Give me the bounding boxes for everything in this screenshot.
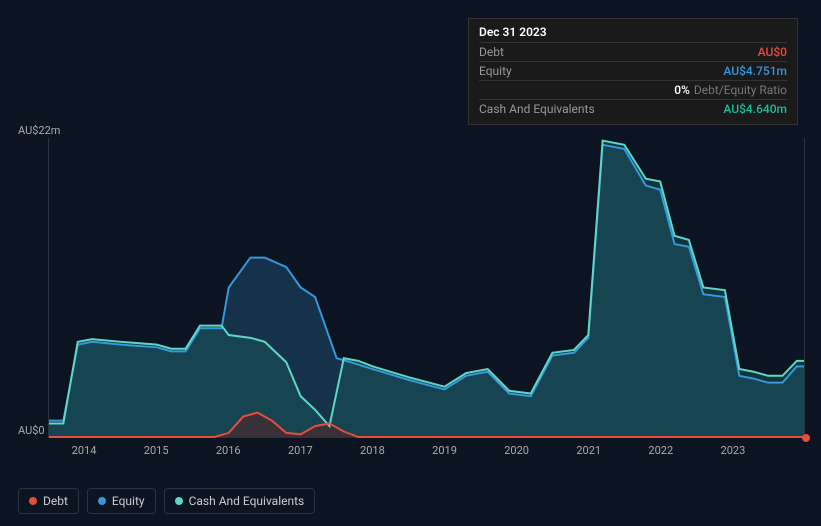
tooltip-row-label: Equity (479, 64, 512, 78)
tooltip-row-value: AU$4.751m (723, 64, 787, 78)
tooltip-row: Cash And Equivalents AU$4.640m (479, 99, 787, 118)
tooltip-row-value-wrap: AU$0 (758, 45, 787, 59)
x-axis-tick: 2018 (360, 444, 385, 457)
legend-label: Cash And Equivalents (189, 494, 305, 508)
y-axis-min-label: AU$0 (18, 424, 45, 437)
x-axis-tick: 2021 (576, 444, 601, 457)
x-axis-tick: 2019 (432, 444, 457, 457)
y-axis-max-label: AU$22m (18, 124, 60, 137)
tooltip-row-value-wrap: 0% Debt/Equity Ratio (674, 83, 787, 97)
legend-dot-icon (175, 497, 183, 505)
tooltip-row-value: AU$0 (758, 45, 787, 59)
tooltip-row-sublabel: Debt/Equity Ratio (694, 83, 787, 97)
tooltip-row-label: Debt (479, 45, 504, 59)
x-axis-tick: 2015 (144, 444, 169, 457)
legend-dot-icon (98, 497, 106, 505)
tooltip-row: 0% Debt/Equity Ratio (479, 80, 787, 99)
legend-item[interactable]: Equity (87, 488, 156, 514)
tooltip-row: Debt AU$0 (479, 42, 787, 61)
x-axis-tick: 2020 (504, 444, 529, 457)
legend-dot-icon (29, 497, 37, 505)
tooltip-row-value: AU$4.640m (723, 102, 787, 116)
data-tooltip: Dec 31 2023 Debt AU$0 Equity AU$4.751m 0% Deb… (468, 18, 798, 125)
x-axis-tick: 2014 (72, 444, 97, 457)
chart-legend: Debt Equity Cash And Equivalents (18, 488, 315, 514)
chart-area: AU$22m AU$0 2014 2015 2016 2017 2018 2019 2020… (18, 124, 805, 469)
tooltip-row: Equity AU$4.751m (479, 61, 787, 80)
legend-label: Debt (43, 494, 68, 508)
x-axis-tick: 2023 (721, 444, 746, 457)
x-axis-tick: 2017 (288, 444, 313, 457)
end-marker-dot (802, 434, 810, 442)
legend-label: Equity (112, 494, 145, 508)
legend-item[interactable]: Cash And Equivalents (164, 488, 316, 514)
tooltip-row-value-wrap: AU$4.751m (723, 64, 787, 78)
x-axis-tick: 2022 (648, 444, 673, 457)
tooltip-row-value: 0% (674, 83, 690, 97)
legend-item[interactable]: Debt (18, 488, 79, 514)
x-axis-tick: 2016 (216, 444, 241, 457)
tooltip-row-value-wrap: AU$4.640m (723, 102, 787, 116)
plot-area[interactable] (48, 138, 805, 438)
series-area (49, 141, 804, 437)
tooltip-date: Dec 31 2023 (479, 25, 787, 42)
tooltip-row-label: Cash And Equivalents (479, 102, 595, 116)
